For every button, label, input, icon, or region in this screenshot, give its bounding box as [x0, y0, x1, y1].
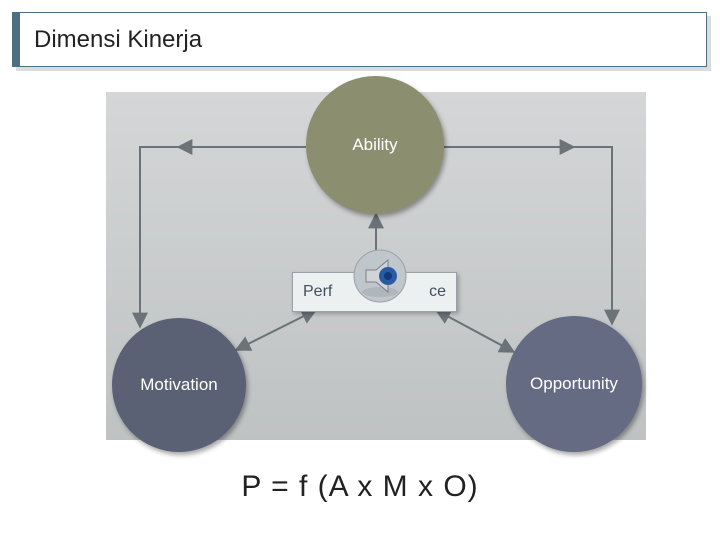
node-opportunity-label: Opportunity [530, 374, 618, 394]
node-ability-label: Ability [352, 135, 397, 155]
speaker-icon[interactable] [352, 248, 408, 304]
formula-text: P = f (A x M x O) [0, 470, 720, 504]
node-performance-label-right: ce [429, 283, 446, 301]
slide-header: Dimensi Kinerja [12, 12, 707, 67]
slide-title: Dimensi Kinerja [34, 26, 202, 54]
node-ability: Ability [306, 76, 444, 214]
node-opportunity: Opportunity [506, 316, 642, 452]
diagram-panel: Ability Perf ce Motivation Opportunity [106, 92, 646, 440]
node-motivation: Motivation [112, 318, 246, 452]
node-performance-label-left: Perf [303, 283, 332, 301]
node-motivation-label: Motivation [140, 375, 217, 395]
